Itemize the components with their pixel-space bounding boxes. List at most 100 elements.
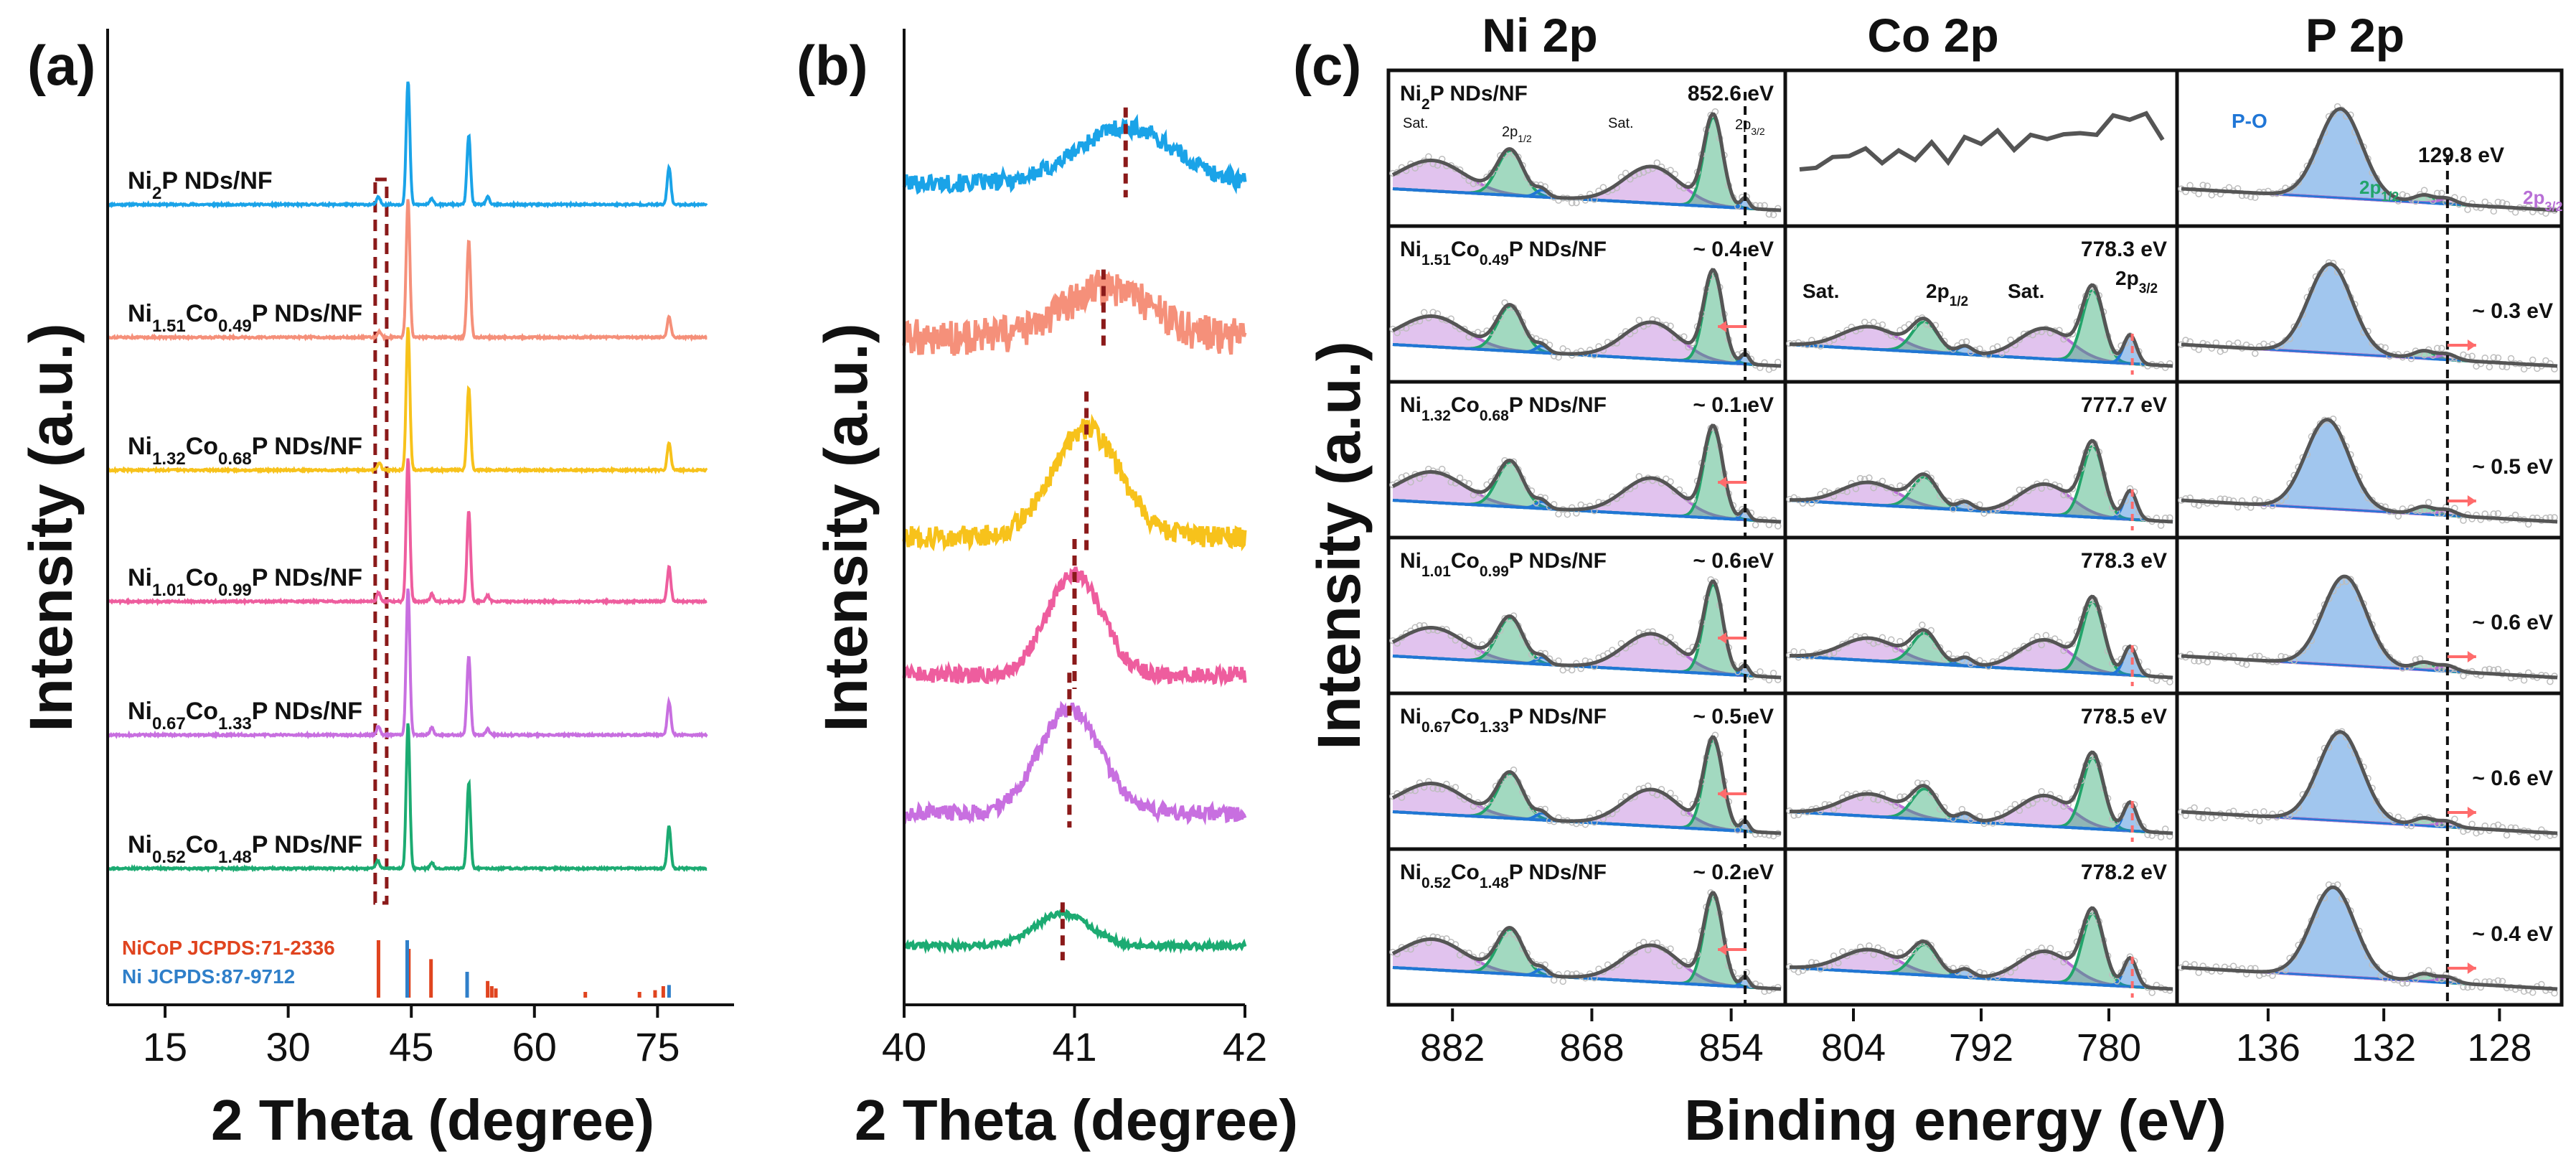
sample-label-row-5: Ni0.52Co1.48P NDs/NF [1400, 861, 1607, 891]
x-tick-label-c: 854 [1699, 1026, 1764, 1069]
co-value-row-1: 778.3 eV [2081, 238, 2167, 261]
raw-data-point [1555, 510, 1562, 517]
fit-component-fill [1790, 913, 2173, 989]
p-shift-row-5: ~ 0.4 eV [2472, 922, 2553, 946]
fit-envelope [1391, 579, 1782, 680]
fit-component-fill [1393, 627, 1781, 678]
raw-data-point [2486, 363, 2493, 370]
fit-component-fill [1393, 789, 1781, 833]
raw-data-point [1919, 622, 1926, 629]
raw-data-point [1429, 784, 1437, 792]
cell-ni-2p-row-2: Ni1.32Co0.68P NDs/NF ~ 0.1 eV [1386, 380, 1787, 540]
cell-co-2p-row-4: 778.5 eV [1783, 691, 2179, 851]
raw-data-point [1909, 789, 1917, 796]
fit-component-fill [1790, 638, 2173, 678]
y-axis-label-b: Intensity (a.u.) [812, 323, 880, 731]
raw-data-point [1821, 487, 1829, 495]
ni-2p32-label: 2p3/2 [1735, 117, 1765, 137]
shift-arrow-head [2467, 807, 2476, 818]
fit-envelope [1391, 891, 1782, 991]
p-shift-row-1: ~ 0.3 eV [2472, 299, 2553, 323]
fit-component-fill [1393, 634, 1781, 678]
raw-data-point [2113, 978, 2120, 985]
co-sat-label: Sat. [2008, 280, 2044, 302]
cell-ni-2p-row-5: Ni0.52Co1.48P NDs/NF ~ 0.2 eV [1386, 847, 1787, 1007]
fit-envelope [1790, 283, 2173, 368]
sample-label-row-1: Ni1.51Co0.49P NDs/NF [1400, 238, 1607, 268]
fit-component-fill [2181, 108, 2557, 210]
raw-data-point [2494, 510, 2502, 517]
x-tick-label-b: 40 [882, 1024, 926, 1069]
raw-data-point [1795, 968, 1802, 976]
fit-component-fill [1790, 802, 2173, 833]
fit-component-fill [1790, 951, 2173, 989]
raw-data-point [2234, 339, 2242, 347]
zoom-series-4 [902, 701, 1247, 826]
sample-label-row-3: Ni1.01Co0.99P NDs/NF [1400, 549, 1607, 580]
raw-data-point [1407, 478, 1414, 486]
co-value-row-5: 778.2 eV [2081, 861, 2167, 884]
x-tick-label-a: 30 [265, 1024, 310, 1069]
fit-envelope [2181, 885, 2558, 991]
zoom-series-1 [902, 269, 1247, 356]
shift-arrow-head [2467, 962, 2476, 974]
xrd-series-4 [106, 588, 708, 740]
raw-data-point [2433, 345, 2441, 352]
plot-area-c: Ni2P NDs/NF 852.6 eV Sat. Sat. 2p1/2 2p3/2 P-O… [1386, 68, 2564, 1069]
raw-data-point [1870, 484, 1877, 492]
cell-co-2p-row-2: 777.7 eV [1783, 380, 2179, 540]
fit-component-fill [1790, 647, 2173, 678]
fit-envelope [1391, 112, 1782, 212]
ni-shift-row-0: 852.6 eV [1688, 82, 1774, 106]
background-line [1789, 499, 2173, 523]
x-tick-label-a: 60 [512, 1024, 557, 1069]
p-value-label: 129.8 eV [2418, 144, 2504, 167]
x-tick-label-c: 868 [1559, 1026, 1624, 1069]
cell-p-2p-row-2: ~ 0.5 eV [2175, 380, 2564, 540]
fit-component-fill [1790, 950, 2173, 989]
p-shift-row-3: ~ 0.6 eV [2472, 611, 2553, 634]
raw-data-point [1635, 317, 1643, 324]
x-tick-label-c: 780 [2077, 1026, 2141, 1069]
x-tick-label-b: 42 [1223, 1024, 1267, 1069]
ni-shift-row-2: ~ 0.1 eV [1693, 393, 1774, 417]
xrd-series-5 [107, 723, 708, 873]
raw-data-point [1559, 978, 1566, 985]
raw-data-point [2494, 977, 2502, 985]
raw-data-point [1533, 499, 1540, 507]
ni-shift-row-3: ~ 0.6 eV [1693, 549, 1774, 573]
xrd-series-0 [107, 81, 708, 210]
fit-envelope [1391, 735, 1782, 835]
background-line [1392, 966, 1782, 990]
fit-envelope [2181, 262, 2558, 368]
raw-data-point [1830, 806, 1838, 813]
shift-arrow-head [1718, 944, 1727, 955]
fit-component-fill [1790, 757, 2173, 833]
raw-data-point [2468, 352, 2476, 360]
raw-data-point [2490, 354, 2498, 361]
panel-label-b: (b) [796, 34, 868, 97]
shift-arrow-head [2467, 495, 2476, 507]
series-label-a-0: Ni2P NDs/NF [128, 167, 273, 203]
fit-component-fill [1790, 491, 2173, 522]
shift-arrow-head [1718, 477, 1727, 488]
column-title-p-2p: P 2p [2305, 9, 2405, 62]
background-line [1789, 343, 2173, 367]
raw-data-point [1564, 510, 1571, 518]
raw-data-point [1474, 649, 1482, 656]
fit-component-fill [1393, 478, 1781, 522]
fit-envelope [2181, 107, 2558, 212]
fit-envelope [1790, 906, 2173, 991]
cell-p-2p-row-5: ~ 0.4 eV [2175, 847, 2564, 1007]
fit-component-fill [1393, 428, 1781, 522]
fit-envelope [1790, 439, 2173, 524]
background-line [1392, 810, 1782, 835]
raw-data-point [2529, 989, 2537, 996]
raw-data-point [1879, 321, 1886, 329]
fit-component-fill [1393, 896, 1781, 989]
raw-data-point [2460, 517, 2467, 524]
y-axis-label-a: Intensity (a.u.) [17, 323, 85, 731]
x-tick-label-c: 804 [1821, 1026, 1886, 1069]
sample-label-row-2: Ni1.32Co0.68P NDs/NF [1400, 393, 1607, 424]
